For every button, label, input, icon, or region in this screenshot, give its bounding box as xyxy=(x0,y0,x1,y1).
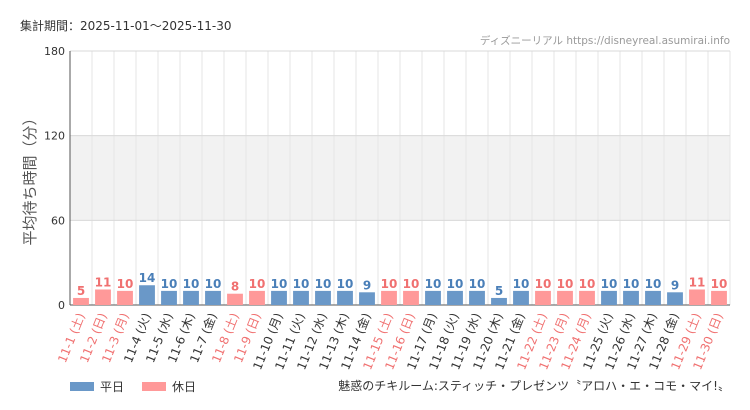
bar xyxy=(447,290,463,305)
bar-value-label: 5 xyxy=(77,284,85,298)
bar xyxy=(425,290,441,305)
bar-value-label: 10 xyxy=(117,277,134,291)
attraction-name: 魅惑のチキルーム:スティッチ・プレゼンツ〝アロハ・エ・コモ・マイ!〟 xyxy=(338,379,730,393)
bar xyxy=(513,290,529,305)
bar xyxy=(117,290,133,305)
bar xyxy=(249,290,265,305)
bar-value-label: 10 xyxy=(403,277,420,291)
bar xyxy=(293,290,309,305)
bar xyxy=(711,290,727,305)
bar xyxy=(205,290,221,305)
bar xyxy=(557,290,573,305)
bar xyxy=(139,285,155,305)
bar xyxy=(183,290,199,305)
bar-value-label: 8 xyxy=(231,280,239,294)
bar xyxy=(271,290,287,305)
bar-value-label: 10 xyxy=(711,277,728,291)
bar xyxy=(227,293,243,305)
bar xyxy=(95,289,111,305)
bar-value-label: 14 xyxy=(139,271,156,285)
bar xyxy=(667,292,683,305)
bar xyxy=(381,290,397,305)
bar xyxy=(469,290,485,305)
bar xyxy=(623,290,639,305)
bar-value-label: 10 xyxy=(469,277,486,291)
site-credit: ディズニーリアル https://disneyreal.asumirai.inf… xyxy=(479,35,730,47)
bar xyxy=(161,290,177,305)
bar xyxy=(491,297,507,305)
bar-value-label: 10 xyxy=(645,277,662,291)
bar-value-label: 10 xyxy=(447,277,464,291)
bar xyxy=(689,289,705,305)
legend-holiday: 休日 xyxy=(142,378,196,395)
bar-value-label: 10 xyxy=(315,277,332,291)
legend-holiday-label: 休日 xyxy=(172,380,197,394)
bar-value-label: 10 xyxy=(601,277,618,291)
legend-holiday-swatch xyxy=(142,382,167,391)
y-tick-label: 0 xyxy=(58,299,65,312)
period-label: 集計期間：2025-11-01～2025-11-30 xyxy=(20,19,232,33)
bar xyxy=(73,297,89,305)
bar-value-label: 11 xyxy=(689,275,706,289)
bar-value-label: 10 xyxy=(271,277,288,291)
legend: 平日 休日 xyxy=(70,378,214,395)
bar-value-label: 9 xyxy=(671,278,679,292)
bar-value-label: 10 xyxy=(205,277,222,291)
bar-value-label: 10 xyxy=(249,277,266,291)
bar-value-label: 10 xyxy=(623,277,640,291)
bar xyxy=(645,290,661,305)
y-tick-label: 180 xyxy=(44,45,65,58)
bar-value-label: 10 xyxy=(579,277,596,291)
bar-value-label: 10 xyxy=(161,277,178,291)
bar-value-label: 11 xyxy=(95,275,112,289)
y-axis-label: 平均待ち時間（分） xyxy=(21,110,39,245)
bar-value-label: 10 xyxy=(381,277,398,291)
y-tick-label: 120 xyxy=(44,130,65,143)
legend-weekday-swatch xyxy=(70,382,94,391)
bar xyxy=(535,290,551,305)
y-tick-label: 60 xyxy=(51,214,65,227)
legend-weekday-label: 平日 xyxy=(100,380,125,394)
legend-weekday: 平日 xyxy=(70,378,124,395)
bar xyxy=(337,290,353,305)
bar-value-label: 5 xyxy=(495,284,503,298)
bar xyxy=(359,292,375,305)
bar-value-label: 10 xyxy=(535,277,552,291)
bar-value-label: 10 xyxy=(293,277,310,291)
bar-value-label: 10 xyxy=(513,277,530,291)
bar xyxy=(579,290,595,305)
bar-value-label: 10 xyxy=(183,277,200,291)
bar xyxy=(403,290,419,305)
bar-value-label: 10 xyxy=(337,277,354,291)
bar-value-label: 10 xyxy=(425,277,442,291)
bar xyxy=(601,290,617,305)
bar-value-label: 9 xyxy=(363,278,371,292)
bar xyxy=(315,290,331,305)
bar-value-label: 10 xyxy=(557,277,574,291)
